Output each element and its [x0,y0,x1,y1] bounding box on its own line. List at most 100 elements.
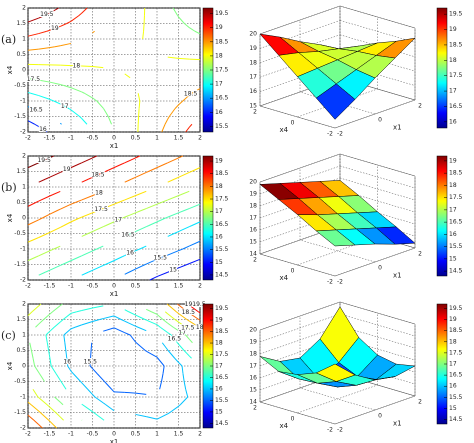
contour-line [135,194,138,197]
contour-line [29,342,32,351]
contour-line [87,388,93,395]
z-tick-label: 18 [249,59,257,66]
contour-line [90,342,93,351]
surface-patch [315,229,356,247]
contour-line [164,118,169,125]
grid-line [259,153,341,183]
x-tick-label: -1.5 [44,135,56,142]
contour-line [84,92,93,99]
y-axis-label: x4 [280,126,289,134]
contour-label: 19 [63,166,71,173]
contour-line [81,7,88,14]
x-tick-label: 0 [112,135,116,142]
contour-line [63,85,72,89]
x-tick-label: 2 [198,431,202,438]
colorbar-tick-label: 19.5 [449,11,463,18]
contour-line [63,334,66,343]
contour-line [184,23,190,28]
contour-line [49,7,59,14]
contour-line [27,17,39,23]
contour-line [76,310,82,313]
x-tick-label: 0.5 [131,135,141,142]
colorbar-tick-label: 15 [215,408,223,415]
contour-line [46,29,50,32]
contour-line [80,381,83,384]
contour-line [173,326,179,332]
contour-line [38,372,40,375]
contour-line [103,315,115,320]
panel-label: (c) [1,329,16,342]
contour-line [44,176,50,180]
contour-line [135,314,146,320]
contour-line [31,305,40,313]
contour-line [146,319,158,326]
contour-line [185,334,190,340]
y-tick-label: 0 [22,215,26,222]
contour-line [156,356,159,359]
contour-label: 15.5 [154,255,168,262]
contour-line [156,217,166,223]
contour-line [102,379,105,382]
contour-label: 19 [51,25,59,32]
contour-line [81,250,93,257]
z-tick-label: 16 [249,88,257,95]
contour-line [185,127,190,133]
contour-line [189,225,192,228]
colorbar-tick-label: 18.5 [449,170,463,177]
contour-line [188,123,193,128]
y-tick-label: 2 [22,301,26,308]
contour-line [60,42,72,47]
contour-line [60,203,72,210]
y-tick-label: 1.5 [16,20,26,27]
contour-line [124,178,132,183]
colorbar-tick-label: 17 [449,361,457,368]
contour-label: 19 [185,301,193,308]
contour-line [63,221,72,227]
contour-line [146,258,158,265]
contour-line [144,350,147,352]
contour-line [162,365,165,374]
colorbar-tick-label: 14.5 [215,271,229,278]
colorbar-tick-label: 19 [449,26,457,33]
contour-line [113,315,122,320]
contour-line [27,414,35,421]
y-tick-label: -2 [20,277,26,284]
contour-line [124,391,136,394]
colorbar-tick-label: 19 [215,158,223,165]
contour-line [81,403,83,406]
contour-line [137,190,147,196]
contour-line [62,260,72,265]
contour-line [167,212,179,218]
colorbar-tick-label: 16.5 [215,221,229,228]
contour-line [146,416,158,420]
contour-line [167,322,174,328]
contour-line [59,319,64,323]
x-tick-label: 0 [378,117,382,124]
contour-line [169,405,179,413]
contour-line [183,381,187,390]
colorbar-tick-label: 15 [449,255,457,262]
contour-line [92,209,100,214]
y-axis-label: x4 [6,213,14,222]
contour-line [128,268,136,273]
contour-line [111,388,115,393]
contour-line [113,327,125,334]
x-tick-label: 1.5 [174,135,184,142]
contour-line [198,319,201,321]
y-tick-label: 1.5 [16,168,26,175]
contour-line [156,271,168,278]
contour-line [178,321,187,328]
contour-line [146,203,158,209]
x-tick-label: 0 [112,283,116,290]
x-axis-label: x1 [110,438,119,443]
contour-line [178,313,188,320]
contour-line [81,118,88,125]
x-tick-label: 1 [155,283,159,290]
contour-line [73,373,81,382]
contour-line [113,202,119,205]
contour-line [181,365,184,374]
y-tick-label: 0 [22,67,26,74]
contour-line [38,30,47,35]
contour-line [93,412,104,421]
